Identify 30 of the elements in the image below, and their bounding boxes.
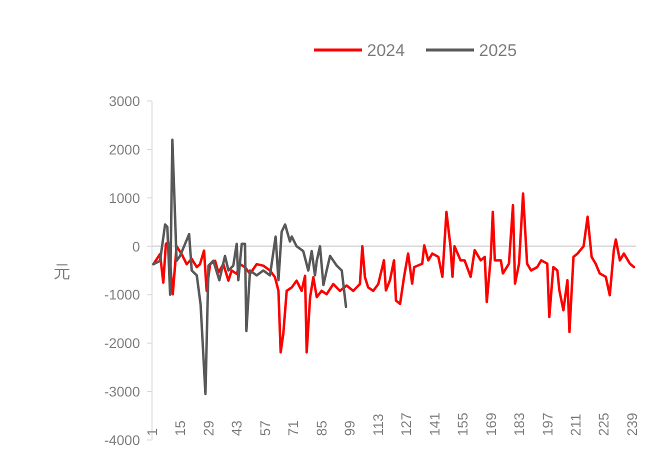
x-tick-label: 169 [482,412,499,436]
x-tick-label: 197 [539,412,556,436]
y-tick-label: 2000 [108,141,140,158]
x-tick-label: 57 [256,420,273,436]
legend-label: 2024 [367,41,405,60]
y-tick-label: 1000 [108,190,140,206]
x-tick-label: 1 [144,428,160,436]
x-tick-label: 141 [426,412,442,436]
legend-label: 2025 [479,41,517,60]
x-tick-label: 239 [624,412,640,436]
x-tick-label: 15 [172,420,188,436]
y-tick-label: 0 [132,238,140,254]
x-tick-label: 71 [285,420,302,436]
y-tick-label: 3000 [108,93,140,109]
x-tick-label: 43 [228,420,245,436]
y-tick-label: -3000 [104,384,140,400]
x-tick-label: 113 [370,413,386,436]
x-tick-label: 127 [398,412,414,436]
y-tick-label: -4000 [104,432,140,448]
y-tick-label: -2000 [104,335,140,352]
x-tick-label: 155 [454,412,471,436]
x-tick-label: 85 [313,420,330,436]
y-tick-label: -1000 [104,286,140,303]
y-axis-title: 元 [54,262,70,282]
x-tick-label: 183 [511,412,528,436]
x-tick-label: 99 [342,420,358,436]
line-series [152,138,348,396]
x-tick-label: 225 [596,412,612,436]
x-tick-label: 29 [200,420,216,436]
x-tick-label: 211 [568,413,584,436]
